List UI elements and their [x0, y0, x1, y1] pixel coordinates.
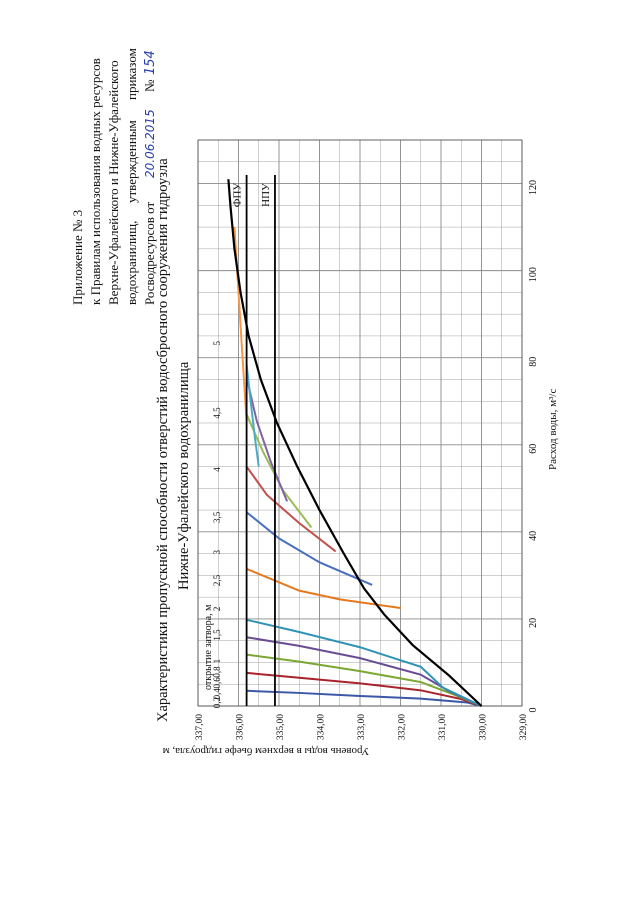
header-line-4c: приказом: [124, 48, 139, 100]
header-line-1: Приложение № 3: [70, 210, 85, 305]
gate-label: 3: [212, 550, 222, 555]
envelope-line: [227, 179, 483, 707]
y-tick-label: 331,00: [438, 714, 448, 740]
gate-label: 2: [212, 607, 222, 612]
x-axis-label: Расход воды, м³/с: [547, 389, 559, 470]
series-line-5: [246, 618, 482, 707]
y-tick-label: 329,00: [519, 714, 529, 740]
x-tick-label: 40: [528, 531, 539, 541]
level-label: ФПУ: [232, 183, 244, 208]
x-tick-label: 100: [528, 267, 539, 282]
gate-label: 1,5: [212, 629, 222, 641]
header-line-4b: утвержденным: [124, 120, 139, 203]
header-date-handwritten: 20.06.2015: [143, 109, 157, 178]
title-block: Характеристики пропускной способности от…: [155, 158, 192, 722]
gate-label: 2,5: [212, 574, 222, 586]
gate-label: 5: [212, 341, 222, 346]
chart-levels-group: ФПУ НПУ: [232, 175, 276, 706]
chart-subtitle: Нижне-Уфалейского водохранилища: [176, 361, 192, 590]
series-line-8: [245, 465, 337, 553]
series-line-2: [246, 671, 482, 707]
gate-label: 0,8: [212, 666, 222, 678]
y-tick-label: 334,00: [317, 714, 327, 740]
header-line-5a: Росводресурсов от: [142, 202, 157, 305]
gate-label: 0,6: [212, 677, 222, 689]
x-tick-label: 20: [528, 618, 539, 628]
y-tick-label: 335,00: [276, 714, 286, 740]
chart-grid: [197, 139, 523, 707]
x-tick-label: 120: [528, 180, 539, 195]
series-line-10: [245, 377, 289, 502]
chart-title: Характеристики пропускной способности от…: [155, 158, 171, 722]
y-tick-label: 337,00: [195, 714, 205, 740]
chart-series-group: [227, 179, 483, 707]
gate-label: 0,4: [212, 688, 222, 700]
y-tick-label: 333,00: [357, 714, 367, 740]
header-line-2: к Правилам использования водных ресурсов: [88, 58, 103, 305]
header-line-4a: водохранилищ,: [124, 221, 139, 305]
y-tick-label: 330,00: [479, 714, 489, 740]
series-line-1: [246, 689, 482, 707]
gate-label: 4,5: [212, 407, 222, 419]
gate-header: открытие затвора, м: [203, 604, 214, 690]
series-line-11: [245, 364, 260, 467]
x-tick-label: 60: [528, 444, 539, 454]
x-tick-label: 80: [528, 357, 539, 367]
level-label: НПУ: [260, 183, 272, 207]
series-line-6: [246, 567, 401, 610]
gate-label: 4: [212, 467, 222, 472]
header-number-handwritten: 154: [143, 50, 158, 75]
header-line-3: Верхне-Уфалейского и Нижне-Уфалейского: [106, 60, 121, 305]
chart-labels-group: 0 20 40 60 80 100 120 329,00 330,00 331,00 332,00 3…: [195, 180, 539, 740]
gate-label: 0,2: [212, 697, 222, 708]
header-number-label: №: [142, 80, 157, 92]
header-block: Приложение № 3 к Правилам использования …: [70, 48, 158, 305]
y-tick-label: 336,00: [236, 714, 246, 740]
x-tick-label: 0: [528, 708, 539, 713]
gate-label: 3,5: [212, 511, 222, 523]
gate-label: 1: [212, 659, 222, 664]
series-line-7: [245, 511, 373, 586]
plot-frame: [197, 139, 523, 707]
y-axis-label: Уровень воды в верхнем бьефе гидроузла, …: [163, 745, 370, 757]
y-tick-label: 332,00: [398, 714, 408, 740]
